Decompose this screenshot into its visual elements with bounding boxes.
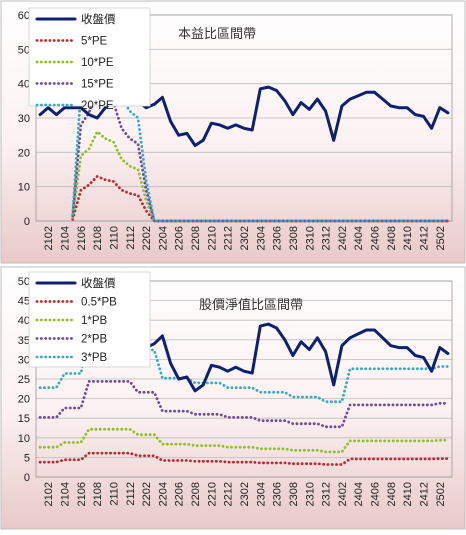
x-tick-label: 2402 [337, 482, 349, 506]
x-tick-label: 2108 [92, 226, 104, 250]
legend-label: 收盤價 [81, 12, 116, 26]
chart-title: 股價淨值比區間帶 [199, 297, 303, 312]
legend-label: 5*PE [81, 36, 108, 48]
y-tick-label: 40 [18, 79, 30, 91]
y-tick-label: 10 [18, 182, 30, 194]
x-tick-label: 2308 [288, 482, 300, 506]
x-tick-label: 2306 [272, 226, 284, 250]
x-tick-label: 2404 [353, 226, 365, 250]
x-tick-label: 2310 [304, 226, 316, 250]
legend-label: 3*PB [81, 352, 108, 364]
y-tick-label: 0 [24, 216, 30, 228]
x-tick-label: 2402 [337, 226, 349, 250]
x-tick-label: 2102 [43, 482, 55, 506]
x-tick-label: 2112 [125, 482, 137, 506]
y-tick-label: 15 [18, 413, 30, 425]
x-tick-label: 2104 [60, 482, 72, 506]
x-tick-label: 2312 [321, 482, 333, 506]
x-tick-label: 2108 [92, 482, 104, 506]
x-tick-label: 2106 [76, 226, 88, 250]
y-tick-label: 50 [18, 276, 30, 288]
y-tick-label: 40 [18, 315, 30, 327]
series-line-2*PB [38, 380, 450, 429]
legend-label: 1*PB [81, 315, 108, 327]
x-tick-label: 2406 [370, 226, 382, 250]
x-tick-label: 2202 [141, 482, 153, 506]
x-tick-label: 2406 [370, 482, 382, 506]
x-tick-label: 2212 [223, 482, 235, 506]
x-tick-label: 2304 [255, 482, 267, 506]
legend-label: 15*PE [81, 79, 114, 91]
x-tick-label: 2410 [402, 482, 414, 506]
y-tick-label: 30 [18, 354, 30, 366]
x-tick-label: 2502 [435, 482, 447, 506]
legend-label: 10*PE [81, 57, 114, 69]
x-tick-label: 2310 [304, 482, 316, 506]
x-tick-label: 2302 [239, 226, 251, 250]
legend-label: 20*PE [81, 100, 114, 112]
x-tick-label: 2104 [60, 226, 72, 250]
y-tick-label: 60 [18, 10, 30, 22]
x-tick-label: 2404 [353, 482, 365, 506]
y-tick-label: 20 [18, 147, 30, 159]
x-tick-label: 2312 [321, 226, 333, 250]
plot-border [35, 280, 453, 478]
x-tick-label: 2204 [157, 226, 169, 250]
x-tick-label: 2204 [157, 482, 169, 506]
x-tick-label: 2206 [174, 482, 186, 506]
y-tick-label: 5 [24, 452, 30, 464]
x-tick-label: 2106 [76, 482, 88, 506]
series-line-20*PE [71, 41, 450, 223]
y-tick-label: 50 [18, 44, 30, 56]
x-tick-label: 2408 [386, 482, 398, 506]
x-tick-label: 2412 [418, 482, 430, 506]
x-tick-label: 2112 [125, 226, 137, 250]
x-tick-label: 2110 [108, 226, 120, 250]
x-tick-label: 2202 [141, 226, 153, 250]
x-tick-label: 2210 [206, 226, 218, 250]
legend-label: 2*PB [81, 334, 108, 346]
x-tick-label: 2212 [223, 226, 235, 250]
y-tick-label: 45 [18, 296, 30, 308]
y-tick-label: 30 [18, 113, 30, 125]
x-axis-ticks: 2102 2104 2106 2108 2110 2112 2202 2204 2206 2208… [43, 226, 447, 250]
x-tick-label: 2502 [435, 226, 447, 250]
x-tick-label: 2412 [418, 226, 430, 250]
pe-band-chart: 0 10 20 30 40 50 60 2102 2104 2106 2108 2110 2112 22… [0, 0, 466, 264]
y-tick-label: 35 [18, 335, 30, 347]
series-line-1*PB [38, 427, 450, 454]
x-tick-label: 2302 [239, 482, 251, 506]
y-tick-label: 20 [18, 394, 30, 406]
x-axis-ticks: 2102 2104 2106 2108 2110 2112 2202 2204 2206 2208… [43, 482, 447, 506]
y-axis-ticks: 0 5 10 15 20 25 30 35 40 45 50 [18, 276, 30, 484]
series-line-5*PE [71, 175, 450, 223]
legend: 收盤價 5*PE 10*PE 15*PE 20*PE [28, 7, 151, 112]
x-tick-label: 2206 [174, 226, 186, 250]
x-tick-label: 2210 [206, 482, 218, 506]
x-tick-label: 2410 [402, 226, 414, 250]
y-axis-ticks: 0 10 20 30 40 50 60 [18, 10, 30, 228]
x-tick-label: 2208 [190, 482, 202, 506]
x-tick-label: 2408 [386, 226, 398, 250]
x-tick-label: 2102 [43, 226, 55, 250]
x-tick-label: 2304 [255, 226, 267, 250]
x-tick-label: 2308 [288, 226, 300, 250]
legend-label: 收盤價 [81, 276, 116, 290]
y-tick-label: 0 [24, 472, 30, 484]
y-tick-label: 10 [18, 433, 30, 445]
x-tick-label: 2208 [190, 226, 202, 250]
legend: 收盤價 0.5*PB 1*PB 2*PB 3*PB [28, 271, 151, 368]
x-tick-label: 2110 [108, 482, 120, 506]
chart-title: 本益比區間帶 [178, 26, 256, 41]
y-tick-label: 25 [18, 374, 30, 386]
x-tick-label: 2306 [272, 482, 284, 506]
legend-label: 0.5*PB [81, 297, 117, 309]
legend-box [28, 7, 151, 107]
pb-band-chart: 0 5 10 15 20 25 30 35 40 45 50 2102 2104 2106 2108 211… [0, 266, 466, 530]
